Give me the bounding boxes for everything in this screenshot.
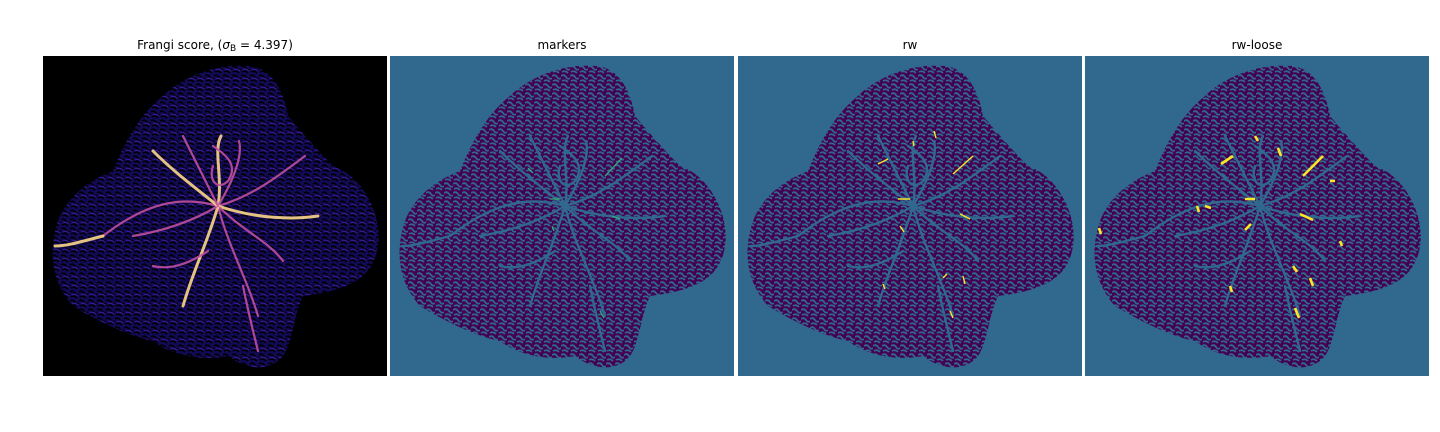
segmentation-vessel-channel — [563, 139, 589, 208]
rw-panel-title: rw — [902, 38, 918, 52]
rw-vessel-segment — [912, 140, 915, 147]
marker-seed — [611, 215, 621, 220]
rw-loose-vessel-segment — [1276, 147, 1283, 157]
rw-loose-vessel-segment — [1220, 154, 1234, 166]
segmentation-vessel-channel — [1223, 134, 1262, 208]
segmentation-vessel-channel — [1258, 139, 1284, 208]
rw-loose-vessel-segment — [1253, 135, 1260, 142]
frangi-vessel — [151, 149, 220, 208]
marker-seed — [604, 157, 623, 177]
segmentation-vessel-channel — [557, 144, 581, 187]
segmentation-vessel-channel — [936, 284, 955, 353]
marker-seed — [551, 225, 555, 232]
rw-vessel-segment — [952, 155, 974, 175]
rw-vessel-segment — [933, 130, 937, 139]
segmentation-vessel-channel — [1173, 204, 1262, 238]
rw-vessel-segment — [962, 275, 966, 285]
frangi-vessel — [151, 249, 210, 269]
segmentation-vessel-channel — [588, 284, 607, 353]
frangi-vessel — [216, 154, 307, 208]
frangi-panel-title: Frangi score, (σB = 4.397) — [137, 38, 293, 54]
segmentation-vessel-channel — [1258, 204, 1302, 318]
segmentation-vessel-channel — [846, 249, 905, 269]
segmentation-vessel-channel — [563, 204, 607, 318]
segmentation-vessel-channel — [1252, 144, 1276, 187]
rw-vessel-segment — [877, 158, 889, 165]
segmentation-vessel-channel — [1143, 200, 1262, 238]
segmentation-vessel-channel — [1193, 249, 1252, 269]
frangi-vessel — [216, 134, 223, 208]
segmentation-vessel-channel — [911, 204, 980, 263]
rw-loose-image — [1085, 56, 1429, 376]
markers-panel-title: markers — [537, 38, 587, 52]
segmentation-vessel-channel — [563, 154, 654, 208]
segmentation-vessel-channel — [1258, 204, 1327, 263]
rw-loose-vessel-segment — [1204, 204, 1212, 210]
segmentation-vessel-channel — [911, 204, 1015, 220]
frangi-vessel — [181, 134, 220, 208]
rw-loose-vessel-segment — [1302, 155, 1324, 177]
rw-vessel-segment — [942, 273, 948, 279]
rw-loose-vessel-segment — [1291, 265, 1299, 273]
rw-loose-vessel-segment — [1299, 212, 1314, 222]
frangi-vessel — [210, 144, 234, 187]
segmentation-vessel-channel — [1095, 234, 1147, 248]
segmentation-vessel-channel — [876, 134, 915, 208]
frangi-vessel — [216, 204, 260, 318]
segmentation-vessel-channel — [911, 134, 918, 208]
segmentation-vessel-channel — [498, 249, 557, 269]
marker-seed — [527, 167, 534, 174]
rw-loose-vessel-segment — [1228, 285, 1234, 293]
segmentation-vessel-channel — [1258, 134, 1265, 208]
rw-loose-vessel-segment — [1097, 227, 1103, 235]
segmentation-vessel-channel — [911, 154, 1002, 208]
rw-vessel-segment — [882, 283, 886, 290]
segmentation-vessel-channel — [448, 200, 567, 238]
segmentation-vessel-channel — [400, 234, 452, 248]
segmentation-vessel-channel — [905, 144, 929, 187]
segmentation-vessel-channel — [563, 134, 570, 208]
segmentation-vessel-channel — [498, 149, 567, 208]
frangi-vessel — [216, 139, 241, 208]
segmentation-vessel-channel — [563, 204, 632, 263]
rw-loose-vessel-segment — [1338, 240, 1344, 247]
rw-loose-vessel-segment — [1244, 223, 1252, 231]
frangi-vessel — [241, 284, 260, 353]
segmentation-vessel-channel — [748, 234, 800, 248]
segmentation-vessel-channel — [796, 200, 915, 238]
rw-vessel-segment — [959, 213, 971, 220]
segmentation-vessel-channel — [1258, 154, 1349, 208]
segmentation-vessel-channel — [528, 134, 567, 208]
frangi-vessel — [216, 204, 320, 220]
rw-vessel-segment — [949, 310, 954, 319]
frangi-vessel — [131, 204, 220, 238]
segmentation-vessel-channel — [911, 204, 955, 318]
frangi-vessel — [53, 234, 105, 248]
marker-seed — [599, 310, 605, 319]
rw-image — [738, 56, 1082, 376]
rw-vessel-segment — [899, 225, 905, 233]
frangi-vessel — [216, 204, 285, 263]
segmentation-vessel-channel — [1283, 284, 1302, 353]
frangi-vessel — [101, 200, 220, 238]
frangi-score-image — [43, 56, 387, 376]
rw-loose-vessel-segment — [1308, 277, 1315, 287]
segmentation-vessel-channel — [846, 149, 915, 208]
segmentation-vessel-channel — [911, 139, 937, 208]
markers-image — [390, 56, 734, 376]
rw-loose-panel-title: rw-loose — [1231, 38, 1283, 52]
segmentation-vessel-channel — [826, 204, 915, 238]
rw-loose-vessel-segment — [1195, 205, 1201, 213]
rw-loose-vessel-segment — [1293, 307, 1301, 319]
segmentation-vessel-channel — [478, 204, 567, 238]
